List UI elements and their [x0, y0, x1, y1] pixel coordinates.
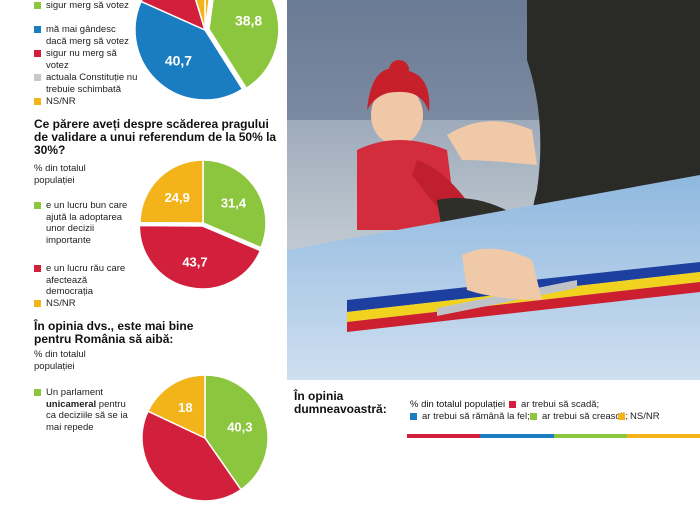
pie-data-label: 38,8: [235, 13, 262, 29]
pie-slice-yellow: [204, 0, 210, 31]
bottom-legend-same: ar trebui să rămână la fel;: [410, 411, 530, 423]
pie-chart-referendum-threshold: 31,4 43,7 24,9: [138, 159, 267, 290]
legend-swatch: [530, 413, 537, 420]
legend-swatch: [34, 98, 41, 105]
bottom-panel-title: În opinia dumneavoastră:: [294, 389, 387, 416]
pie3-legend-item-unicameral: Un parlament unicameral pentru ca decizi…: [34, 387, 134, 433]
pie-data-label: 18: [178, 400, 192, 415]
legend-swatch: [618, 413, 625, 420]
bottom-legend-nsnr: NS/NR: [618, 411, 660, 423]
pie-slice-blue: [134, 0, 244, 101]
legend-swatch: [34, 265, 41, 272]
pie-data-label: 40,7: [165, 53, 192, 69]
question-2-title: Ce părere aveți despre scăderea pragului…: [34, 117, 277, 157]
pie1-legend-item-not-vote: sigur nu merg să votez: [34, 48, 138, 71]
bar-segment-red: [407, 434, 481, 438]
bottom-opinion-panel: În opinia dumneavoastră: % din totalul p…: [287, 380, 700, 438]
pie-slice-yellow: [146, 374, 206, 440]
legend-swatch: [34, 300, 41, 307]
pie-chart-vote-intention: 38,8 40,7: [134, 0, 280, 101]
legend-swatch: [34, 202, 41, 209]
legend-label: NS/NR: [630, 411, 660, 422]
legend-label: e un lucru bun care ajută la adoptarea u…: [46, 200, 128, 246]
pie2-legend-item-good: e un lucru bun care ajută la adoptarea u…: [34, 200, 134, 246]
bottom-bar-strip: [407, 434, 700, 438]
pie-slice-green: [202, 159, 267, 249]
question-3-unit: % din totalul populației: [34, 349, 86, 372]
legend-swatch: [34, 50, 41, 57]
pie-data-label: 43,7: [182, 254, 207, 269]
legend-swatch: [34, 26, 41, 33]
pie-slice-red: [140, 0, 207, 32]
pie1-legend-item-thinking: mă mai gândesc dacă merg să votez: [34, 24, 138, 47]
bar-segment-green: [553, 434, 627, 438]
news-photo-voting-booth: [287, 0, 700, 380]
legend-swatch: [34, 2, 41, 9]
legend-label: ar trebui să scadă;: [521, 399, 600, 410]
pie-data-label: 24,9: [165, 190, 190, 205]
pie2-legend-item-nsnr: NS/NR: [34, 298, 134, 310]
bottom-legend-decrease: ar trebui să scadă;: [509, 399, 599, 411]
photo-illustration: [287, 0, 700, 380]
legend-label: sigur nu merg să votez: [46, 48, 117, 71]
pie1-legend-item-constitution: actuala Constituție nu trebuie schimbată: [34, 72, 138, 95]
pie1-legend-item-sure-vote: sigur merg să votez: [34, 0, 138, 12]
bottom-panel-unit: % din totalul populației: [410, 399, 506, 410]
pie-chart-parliament: 40,3 18: [141, 374, 269, 502]
pie-slice-yellow: [195, 0, 206, 31]
legend-label: e un lucru rău care afectează democrația: [46, 263, 126, 297]
pie1-legend-item-nsnr: NS/NR: [34, 96, 138, 108]
legend-label: NS/NR: [46, 298, 76, 309]
pie-data-label: 40,3: [227, 420, 252, 435]
pie-slice-red: [138, 224, 262, 290]
bottom-legend-increase: ar trebui să crească;: [530, 411, 628, 423]
bar-segment-yellow: [626, 434, 700, 438]
legend-swatch: [410, 413, 417, 420]
legend-label: ar trebui să crească;: [542, 411, 629, 422]
pie-data-label: 31,4: [221, 196, 247, 211]
pie-slice-green: [208, 0, 280, 90]
pie2-legend-item-bad: e un lucru rău care afectează democrația: [34, 263, 134, 298]
legend-swatch: [34, 389, 41, 396]
legend-label: Un parlament unicameral pentru ca decizi…: [46, 387, 128, 433]
legend-label: ar trebui să rămână la fel;: [422, 411, 530, 422]
legend-swatch: [509, 401, 516, 408]
legend-label: NS/NR: [46, 96, 76, 107]
question-3-title: În opinia dvs., este mai bine pentru Rom…: [34, 319, 194, 346]
legend-swatch: [34, 74, 41, 81]
legend-label: mă mai gândesc dacă merg să votez: [46, 24, 129, 47]
pie-slice-yellow: [139, 159, 204, 224]
bar-segment-blue: [480, 434, 554, 438]
legend-label: sigur merg să votez: [46, 0, 129, 11]
legend-label: actuala Constituție nu trebuie schimbată: [46, 72, 138, 95]
question-2-unit: % din totalul populației: [34, 163, 86, 186]
